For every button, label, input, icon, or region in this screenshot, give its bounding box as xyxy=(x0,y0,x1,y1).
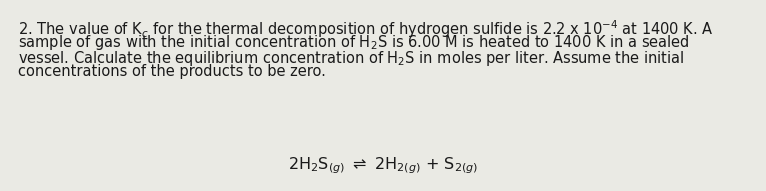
Text: 2H$_2$S$_{(g)}$ $\rightleftharpoons$ 2H$_{2(g)}$ + S$_{2(g)}$: 2H$_2$S$_{(g)}$ $\rightleftharpoons$ 2H$… xyxy=(288,155,478,176)
Text: 2. The value of K$_c$ for the thermal decomposition of hydrogen sulfide is 2.2 x: 2. The value of K$_c$ for the thermal de… xyxy=(18,18,714,40)
Text: concentrations of the products to be zero.: concentrations of the products to be zer… xyxy=(18,65,326,79)
Text: vessel. Calculate the equilibrium concentration of H$_2$S in moles per liter. As: vessel. Calculate the equilibrium concen… xyxy=(18,49,685,68)
Text: sample of gas with the initial concentration of H$_2$S is 6.00 M is heated to 14: sample of gas with the initial concentra… xyxy=(18,33,689,53)
